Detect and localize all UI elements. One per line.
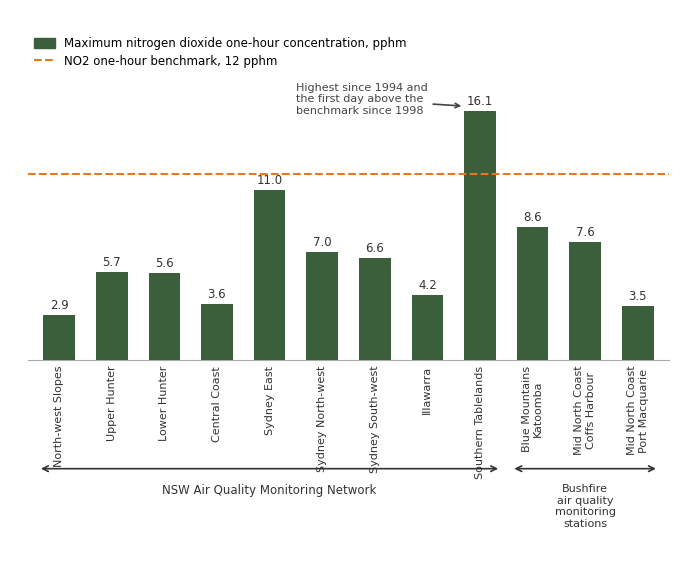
- Bar: [569, 242, 601, 360]
- Text: 3.5: 3.5: [629, 290, 647, 303]
- Text: 2.9: 2.9: [50, 299, 68, 312]
- Text: NSW Air Quality Monitoring Network: NSW Air Quality Monitoring Network: [162, 484, 377, 497]
- Text: 7.6: 7.6: [575, 227, 595, 239]
- Bar: [43, 315, 75, 360]
- Text: 8.6: 8.6: [523, 211, 542, 224]
- Text: 4.2: 4.2: [418, 279, 437, 292]
- Bar: [96, 272, 128, 360]
- Text: 11.0: 11.0: [257, 174, 283, 187]
- Bar: [517, 227, 549, 360]
- Bar: [201, 304, 233, 360]
- Text: 3.6: 3.6: [208, 288, 226, 302]
- Text: 5.6: 5.6: [155, 257, 174, 270]
- Bar: [359, 258, 391, 360]
- Bar: [306, 252, 338, 360]
- Bar: [411, 295, 443, 360]
- Bar: [622, 306, 653, 360]
- Text: Bushfire
air quality
monitoring
stations: Bushfire air quality monitoring stations: [555, 484, 615, 529]
- Text: 7.0: 7.0: [313, 236, 331, 249]
- Legend: Maximum nitrogen dioxide one-hour concentration, pphm, NO2 one-hour benchmark, 1: Maximum nitrogen dioxide one-hour concen…: [34, 37, 406, 68]
- Bar: [254, 190, 286, 360]
- Text: 5.7: 5.7: [102, 256, 121, 269]
- Bar: [148, 274, 180, 360]
- Text: Highest since 1994 and
the first day above the
benchmark since 1998: Highest since 1994 and the first day abo…: [296, 83, 460, 116]
- Text: 16.1: 16.1: [467, 95, 493, 107]
- Text: 6.6: 6.6: [366, 242, 384, 255]
- Bar: [464, 111, 495, 360]
